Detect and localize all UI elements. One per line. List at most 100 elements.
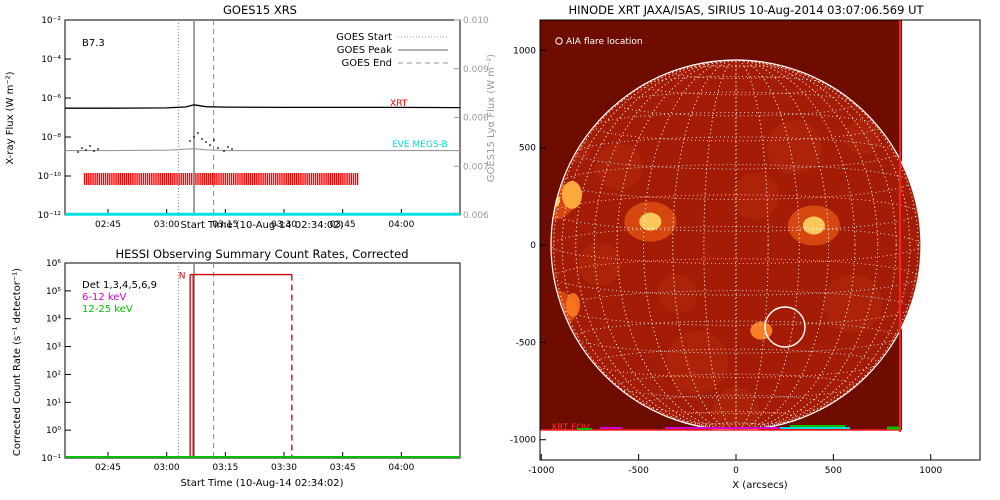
xrt-ytick-label: 500 bbox=[519, 144, 536, 154]
goes-xtick-label: 03:45 bbox=[330, 220, 356, 230]
longitude-line bbox=[553, 60, 919, 430]
longitude-line bbox=[643, 60, 829, 430]
xrt-xtick-label: -1000 bbox=[528, 466, 554, 476]
goes-scatter-point bbox=[217, 147, 219, 149]
hessi-legend-high: 12-25 keV bbox=[82, 304, 133, 315]
hessi-xticks: 02:45 03:00 03:15 03:30 03:45 04:00 bbox=[95, 452, 415, 473]
hessi-xtick-label: 03:00 bbox=[154, 463, 180, 473]
hessi-ytick-label: 10⁴ bbox=[46, 315, 61, 325]
goes-xtick-label: 03:15 bbox=[212, 220, 238, 230]
hessi-ytick-label: 10⁶ bbox=[46, 259, 61, 269]
longitude-line bbox=[616, 60, 856, 430]
latitude-line bbox=[672, 411, 800, 425]
disk-mottling bbox=[845, 120, 881, 156]
hessi-panel: HESSI Observing Summary Count Rates, Cor… bbox=[12, 247, 461, 489]
aia-legend-label: AIA flare location bbox=[566, 37, 643, 47]
limb-bright-spot bbox=[566, 293, 580, 317]
goes-ytick-right-label: 0.008 bbox=[463, 114, 489, 124]
goes-scatter-point bbox=[223, 150, 225, 152]
goes-scatter-point bbox=[189, 140, 191, 142]
hessi-xtick-label: 03:30 bbox=[271, 463, 297, 473]
disk-mottling bbox=[665, 330, 729, 393]
xrt-xtick-label: 1000 bbox=[919, 466, 942, 476]
latitude-line bbox=[561, 164, 911, 200]
hessi-legend-det: Det 1,3,4,5,6,9 bbox=[82, 280, 157, 291]
hessi-flag-label: N bbox=[179, 272, 186, 282]
goes-xlabel: Start Time (10-Aug-14 02:34:02) bbox=[180, 220, 343, 231]
goes-xtick-label: 03:00 bbox=[154, 220, 180, 230]
hessi-yticks: 10⁶ 10⁵ 10⁴ 10³ 10² 10¹ 10⁰ 10⁻¹ bbox=[41, 259, 71, 464]
xrt-xticks: -1000 -500 0 500 1000 bbox=[528, 454, 942, 476]
goes-scatter-point bbox=[201, 138, 203, 140]
goes-xtick-label: 04:00 bbox=[388, 220, 414, 230]
goes-ytick-label: 10⁻¹² bbox=[38, 211, 62, 221]
longitude-line bbox=[575, 60, 897, 430]
xrt-fov-label: XRT FOV bbox=[551, 423, 590, 433]
goes-ytick-right-label: 0.007 bbox=[463, 162, 489, 172]
hessi-title: HESSI Observing Summary Count Rates, Cor… bbox=[115, 247, 408, 261]
longitude-line bbox=[735, 60, 737, 430]
goes-xrt-series bbox=[65, 104, 461, 109]
goes-scatter-point bbox=[93, 150, 95, 152]
goes-ytick-label: 10⁻⁶ bbox=[41, 94, 61, 104]
hessi-ytick-label: 10³ bbox=[46, 343, 61, 353]
goes-eve-tag: EVE MEGS-B bbox=[392, 140, 448, 150]
hessi-xlabel: Start Time (10-Aug-14 02:34:02) bbox=[180, 478, 343, 489]
disk-mottling bbox=[767, 120, 822, 175]
xrt-title: HINODE XRT JAXA/ISAS, SIRIUS 10-Aug-2014… bbox=[568, 3, 924, 17]
legend-goes-peak: GOES Peak bbox=[337, 45, 392, 56]
goes-xtick-label: 02:45 bbox=[95, 220, 121, 230]
xrt-xtick-label: -500 bbox=[628, 466, 649, 476]
hessi-xtick-label: 04:00 bbox=[388, 463, 414, 473]
goes-series bbox=[65, 20, 461, 216]
xrt-yticks: 1000 500 0 -500 -1000 bbox=[510, 46, 546, 446]
xrt-ytick-label: -500 bbox=[516, 338, 537, 348]
legend-goes-start: GOES Start bbox=[336, 32, 392, 43]
xrt-xtick-label: 0 bbox=[733, 466, 739, 476]
flare-region-core bbox=[750, 321, 773, 340]
aia-legend-marker bbox=[555, 37, 563, 45]
active-region-core bbox=[639, 212, 662, 231]
disk-mottling bbox=[595, 143, 643, 191]
latitude-line bbox=[643, 394, 829, 415]
xrt-xlabel: X (arcsecs) bbox=[732, 480, 788, 491]
goes-ylabel-right: GOES15 Lyα Flux (W m⁻²) bbox=[486, 54, 497, 182]
goes-ytick-label: 10⁻⁴ bbox=[41, 55, 61, 65]
goes-scatter-point bbox=[205, 141, 207, 143]
legend-goes-end: GOES End bbox=[342, 58, 392, 69]
xrt-image bbox=[540, 20, 980, 432]
hessi-xtick-label: 03:45 bbox=[330, 463, 356, 473]
goes-ytick-label: 10⁻² bbox=[41, 16, 61, 26]
xrt-ytick-label: 1000 bbox=[513, 46, 536, 56]
goes-panel: GOES15 XRS B7.3 10⁻²10⁻⁴10⁻⁶10⁻⁸10⁻¹⁰10⁻… bbox=[5, 3, 497, 231]
active-region-core bbox=[802, 216, 825, 235]
goes-scatter-point bbox=[231, 148, 233, 150]
goes-ytick-label: 10⁻⁸ bbox=[41, 133, 61, 143]
hessi-xtick-label: 02:45 bbox=[95, 463, 121, 473]
goes-scatter-point bbox=[209, 144, 211, 146]
goes-title: GOES15 XRS bbox=[223, 3, 297, 17]
xrt-ytick-label: 0 bbox=[530, 241, 536, 251]
goes-ylabel-left: X-ray Flux (W m⁻²) bbox=[5, 71, 16, 164]
goes-lyman-series bbox=[65, 148, 460, 152]
hessi-series: N bbox=[65, 263, 460, 458]
xrt-bottom-bars bbox=[577, 425, 900, 430]
goes-scatter-point bbox=[213, 139, 215, 141]
goes-yticks-right: 0.010 0.009 0.008 0.007 0.006 bbox=[454, 16, 489, 221]
xrt-plot-frame bbox=[539, 19, 981, 461]
goes-xticks: 02:45 03:00 03:15 03:30 03:45 04:00 bbox=[95, 209, 415, 230]
longitude-line bbox=[672, 60, 800, 430]
goes-legend: GOES Start GOES Peak GOES End bbox=[336, 32, 448, 69]
disk-mottling bbox=[658, 274, 698, 314]
longitude-line bbox=[561, 60, 911, 430]
goes-xtick-label: 03:30 bbox=[271, 220, 297, 230]
xrt-xtick-label: 500 bbox=[825, 466, 842, 476]
goes-ytick-label: 10⁻¹⁰ bbox=[38, 172, 62, 182]
hessi-ytick-label: 10⁰ bbox=[46, 426, 61, 436]
xrt-ytick-label: -1000 bbox=[510, 436, 536, 446]
hessi-ylabel: Corrected Count Rate (s⁻¹ detector⁻¹) bbox=[12, 268, 23, 456]
goes-ytick-right-label: 0.009 bbox=[463, 65, 489, 75]
goes-class-label: B7.3 bbox=[82, 38, 105, 49]
goes-yticks-left: 10⁻² 10⁻⁴ 10⁻⁶ 10⁻⁸ 10⁻¹⁰ 10⁻¹² bbox=[38, 16, 71, 221]
